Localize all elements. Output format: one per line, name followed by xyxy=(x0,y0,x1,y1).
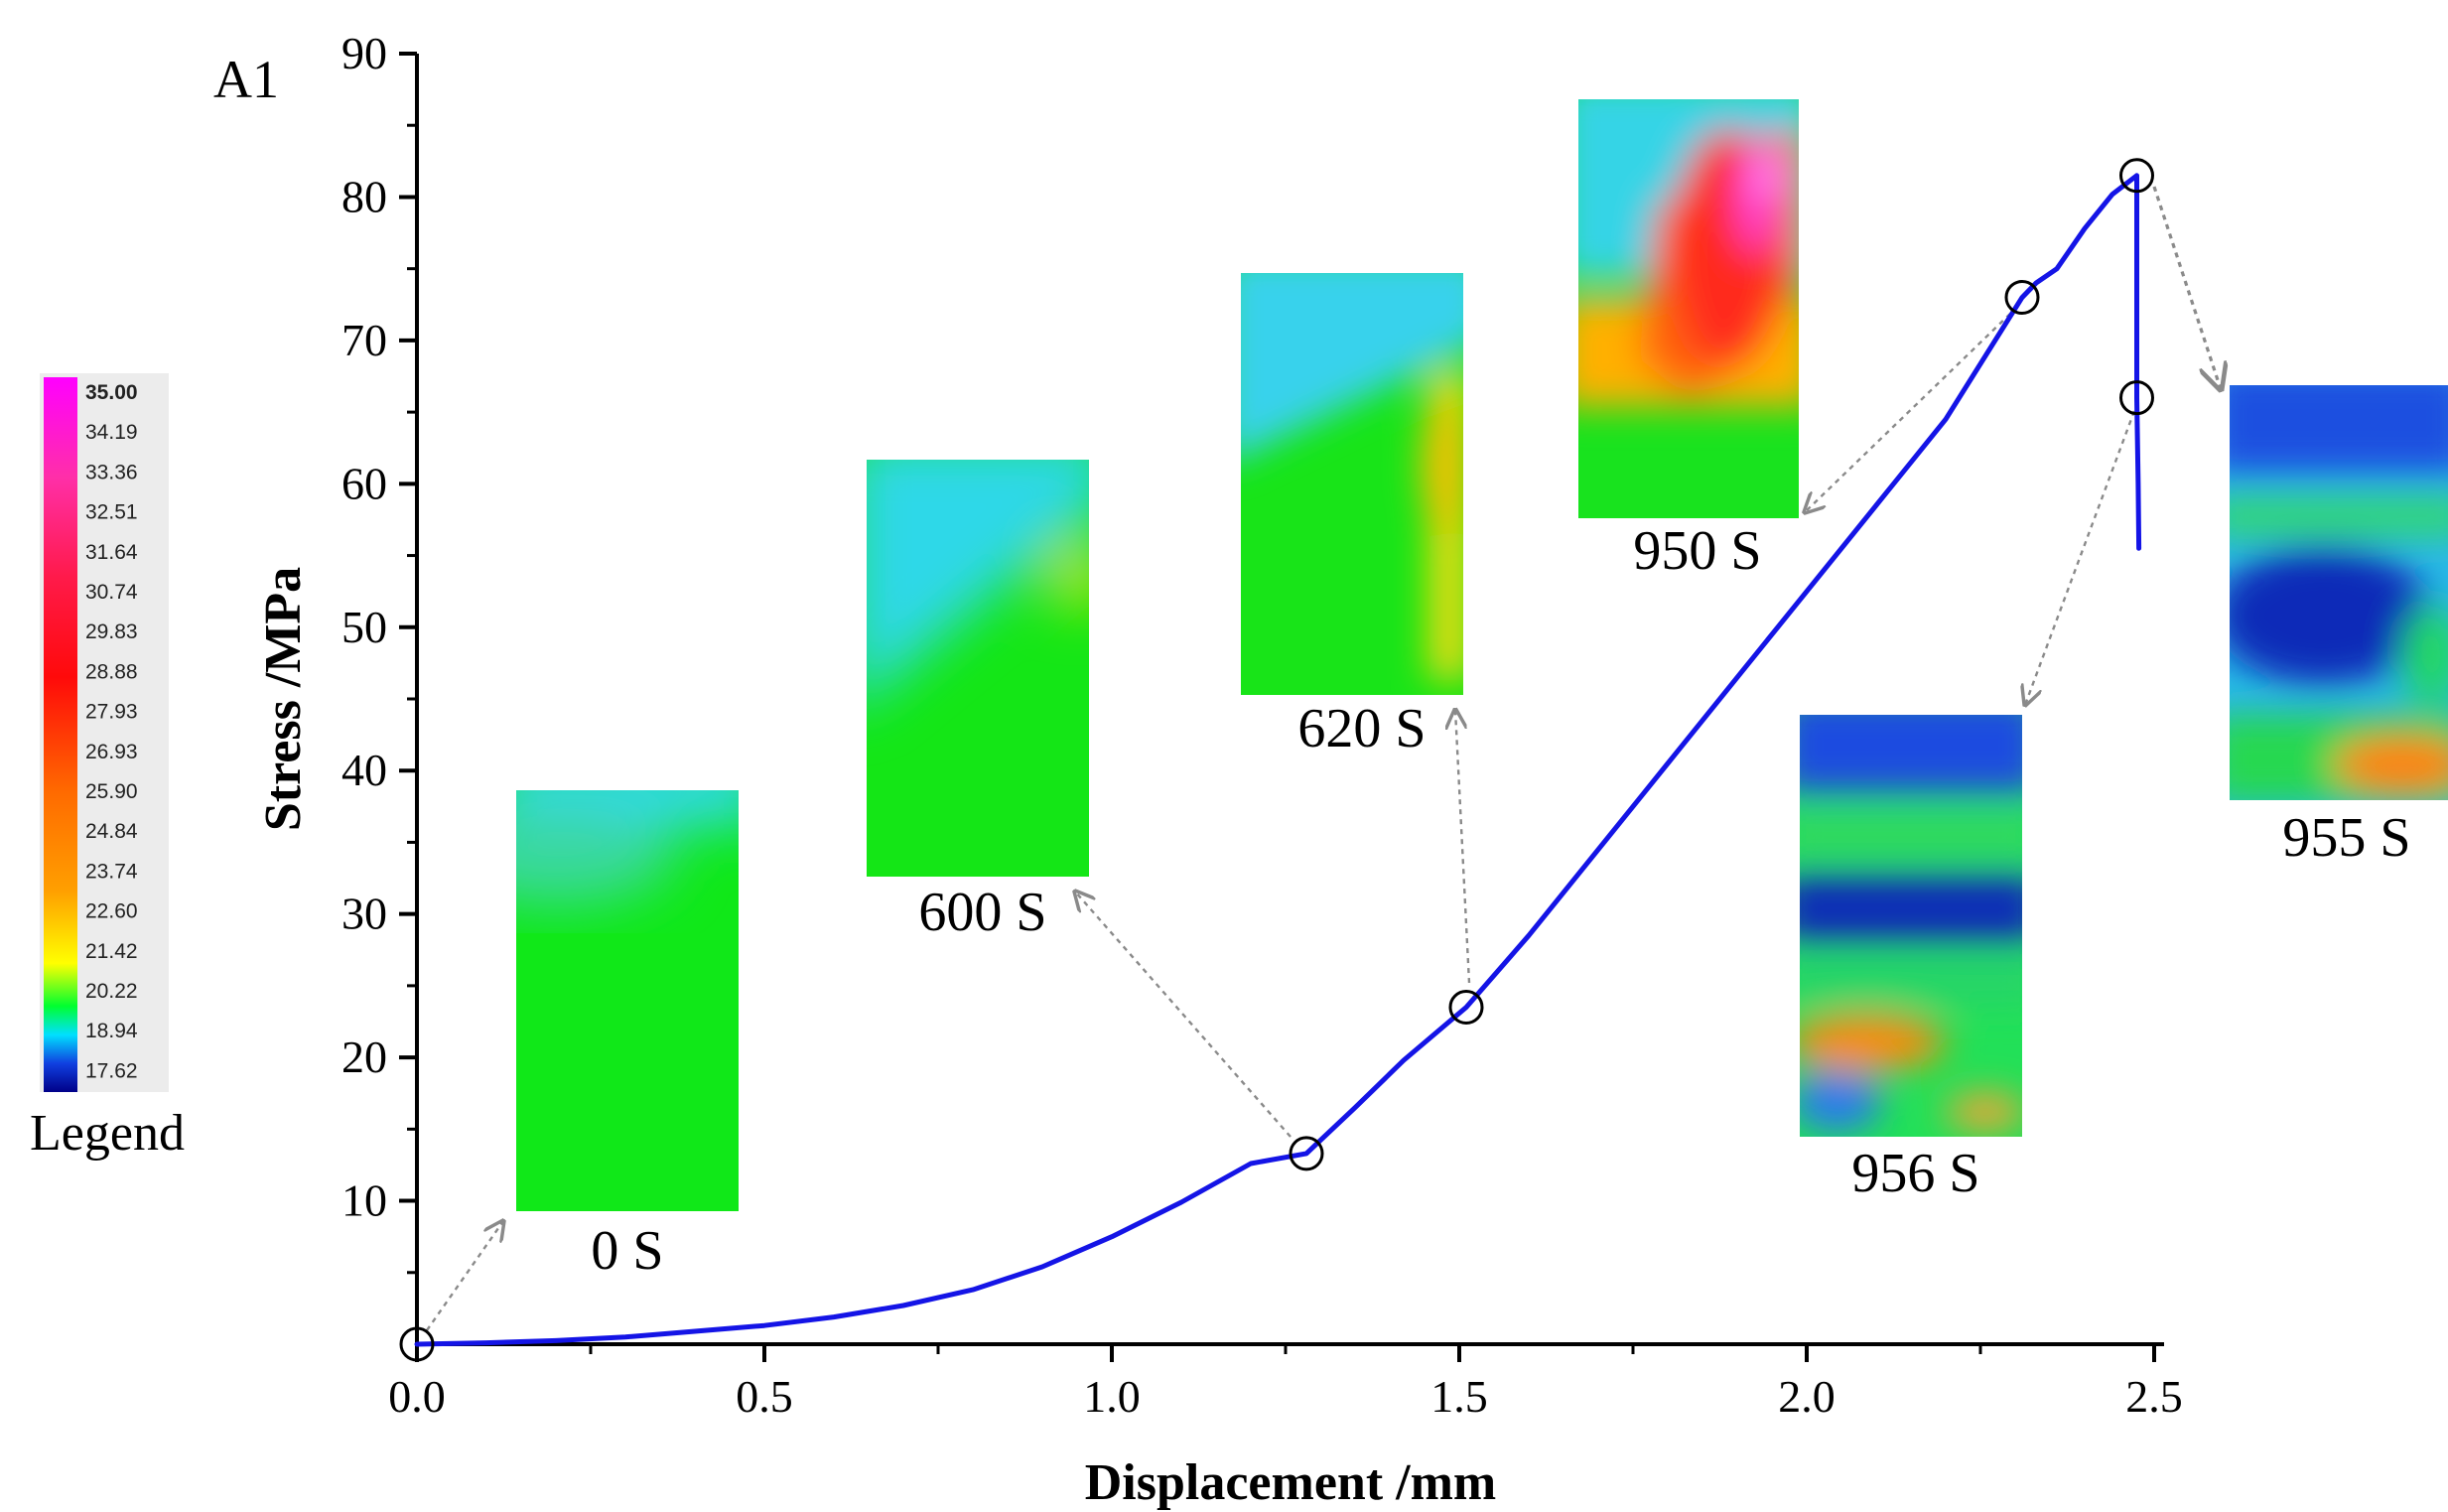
y-tick-label: 30 xyxy=(341,889,387,939)
color-legend-bar xyxy=(44,377,77,1092)
color-legend-value: 22.60 xyxy=(85,900,138,923)
marked-point xyxy=(2004,280,2040,316)
thermal-image-620s xyxy=(1241,273,1463,695)
thermal-image-600s xyxy=(867,460,1089,877)
color-legend-value: 18.94 xyxy=(85,1020,138,1042)
annotation-arrows xyxy=(426,186,2221,1331)
thermal-image-label: 950 S xyxy=(1633,520,1761,582)
color-legend-value: 30.74 xyxy=(85,581,138,604)
y-tick-label: 20 xyxy=(341,1031,387,1082)
color-legend-value: 26.93 xyxy=(85,741,138,763)
color-legend-value: 20.22 xyxy=(85,980,138,1003)
y-tick-label: 90 xyxy=(341,28,387,78)
arrow-620s xyxy=(1455,710,1471,984)
color-legend-title: Legend xyxy=(30,1105,185,1162)
marked-point xyxy=(2119,158,2154,194)
arrow-950s xyxy=(1805,313,2011,512)
y-tick-label: 40 xyxy=(341,745,387,795)
x-tick-label: 1.5 xyxy=(1430,1371,1488,1422)
thermal-image-label: 956 S xyxy=(1851,1143,1979,1204)
x-tick-label: 1.0 xyxy=(1083,1371,1141,1422)
y-tick-label: 10 xyxy=(341,1175,387,1226)
thermal-image-label: 955 S xyxy=(2282,807,2410,869)
marked-points xyxy=(399,158,2154,1362)
y-tick-label: 80 xyxy=(341,171,387,221)
color-legend-value: 34.19 xyxy=(85,421,138,444)
color-legend-value: 35.00 xyxy=(85,381,138,404)
thermal-image-956s xyxy=(1800,715,2022,1137)
thermal-image-0s xyxy=(516,790,739,1211)
y-tick-label: 60 xyxy=(341,458,387,508)
y-axis-ticks: 10 20 30 40 50 60 70 80 90 xyxy=(341,28,417,1275)
color-legend-values: 35.00 34.19 33.36 32.51 31.64 30.74 29.83 28.88… xyxy=(85,381,138,1082)
series-layer xyxy=(414,173,2142,1347)
thermal-image-950s xyxy=(1578,99,1799,518)
color-legend-value: 24.84 xyxy=(85,820,138,843)
color-legend-value: 32.51 xyxy=(85,501,138,524)
panel-label: A1 xyxy=(213,50,279,109)
x-tick-label: 2.0 xyxy=(1778,1371,1836,1422)
thermal-image-label: 620 S xyxy=(1297,698,1426,759)
x-tick-label: 2.5 xyxy=(2125,1371,2183,1422)
series-line-0 xyxy=(414,173,2142,1347)
x-tick-label: 0.5 xyxy=(736,1371,793,1422)
marked-point xyxy=(1289,1136,1324,1171)
y-tick-label: 70 xyxy=(341,315,387,365)
color-legend-value: 17.62 xyxy=(85,1059,138,1082)
color-legend-value: 33.36 xyxy=(85,461,138,483)
color-legend-value: 25.90 xyxy=(85,780,138,803)
color-legend-value: 31.64 xyxy=(85,541,138,564)
thermal-image-955s xyxy=(2230,385,2448,800)
y-tick-label: 50 xyxy=(341,602,387,652)
arrow-0s xyxy=(426,1221,503,1331)
color-legend-value: 21.42 xyxy=(85,940,138,963)
color-legend: 35.00 34.19 33.36 32.51 31.64 30.74 29.83 28.88… xyxy=(30,373,185,1162)
arrow-955s xyxy=(2152,186,2221,389)
marked-point xyxy=(399,1326,435,1362)
marked-point xyxy=(1448,990,1484,1026)
x-axis-ticks: 0.0 0.5 1.0 1.5 2.0 2.5 xyxy=(388,1344,2183,1422)
x-tick-label: 0.0 xyxy=(388,1371,446,1422)
color-legend-value: 28.88 xyxy=(85,660,138,683)
color-legend-value: 29.83 xyxy=(85,620,138,643)
thermal-image-label: 600 S xyxy=(918,882,1046,943)
color-legend-value: 27.93 xyxy=(85,701,138,724)
color-legend-value: 23.74 xyxy=(85,860,138,883)
marked-point xyxy=(2119,380,2154,416)
arrow-600s xyxy=(1075,892,1292,1138)
x-axis-title: Displacement /mm xyxy=(1085,1454,1496,1511)
arrow-956s xyxy=(2025,410,2136,705)
y-axis-title: Stress /MPa xyxy=(255,567,312,831)
thermal-image-label: 0 S xyxy=(591,1220,663,1282)
